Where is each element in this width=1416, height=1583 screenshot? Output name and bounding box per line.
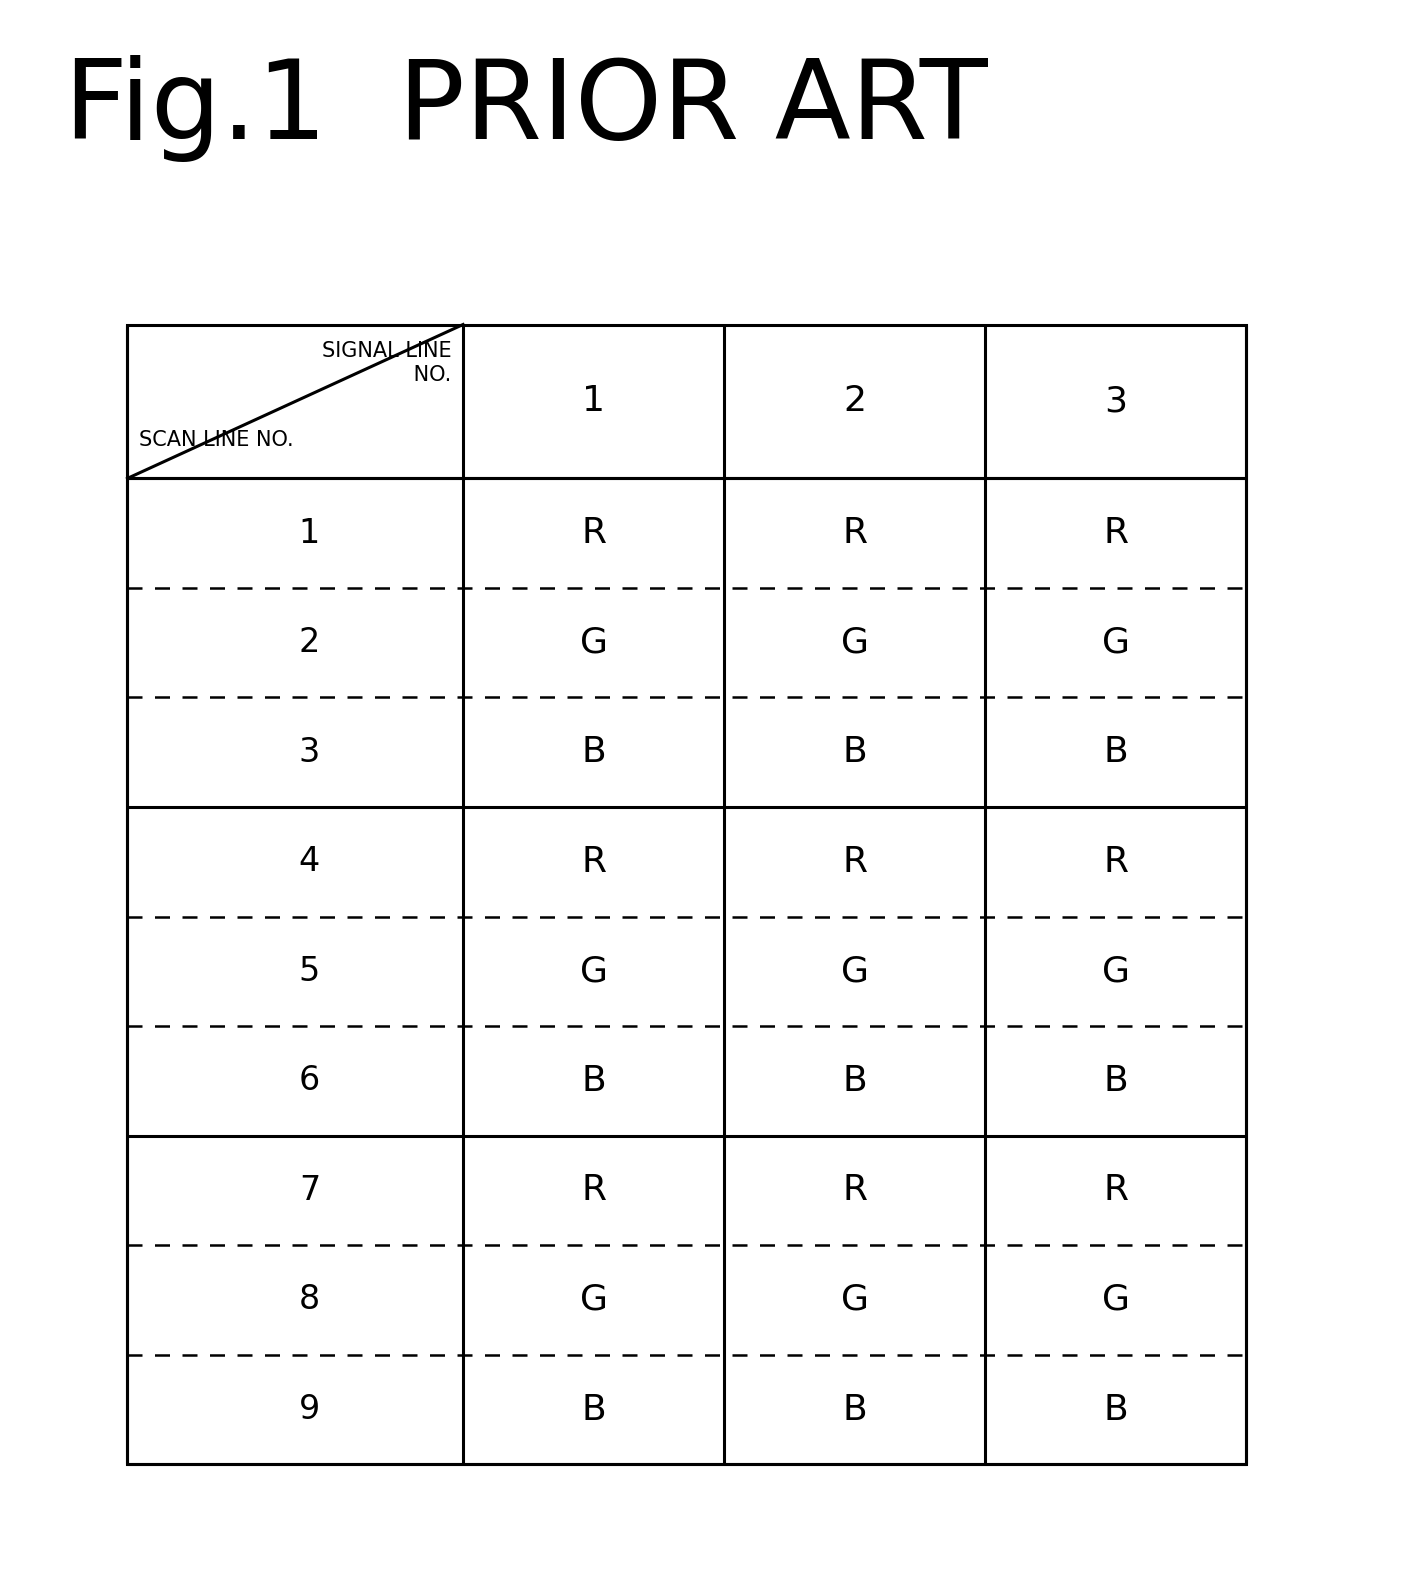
Text: R: R: [843, 1173, 867, 1208]
Text: B: B: [1103, 1393, 1129, 1426]
Text: B: B: [581, 1393, 606, 1426]
Text: G: G: [1102, 1282, 1130, 1317]
Text: B: B: [581, 735, 606, 769]
Text: B: B: [843, 735, 867, 769]
Text: B: B: [1103, 735, 1129, 769]
Text: R: R: [843, 845, 867, 879]
Text: R: R: [581, 845, 606, 879]
Text: R: R: [1103, 516, 1129, 551]
Text: B: B: [843, 1393, 867, 1426]
Text: R: R: [1103, 1173, 1129, 1208]
Text: R: R: [581, 516, 606, 551]
Text: G: G: [841, 625, 868, 660]
Text: G: G: [841, 955, 868, 988]
Text: G: G: [579, 1282, 607, 1317]
Text: 9: 9: [299, 1393, 320, 1426]
Text: Fig.1  PRIOR ART: Fig.1 PRIOR ART: [64, 55, 987, 163]
Text: B: B: [843, 1064, 867, 1099]
Text: B: B: [1103, 1064, 1129, 1099]
Text: 6: 6: [299, 1064, 320, 1097]
Text: B: B: [581, 1064, 606, 1099]
Text: 4: 4: [299, 845, 320, 879]
Text: G: G: [579, 955, 607, 988]
Text: G: G: [1102, 625, 1130, 660]
Text: 7: 7: [299, 1175, 320, 1206]
Text: G: G: [841, 1282, 868, 1317]
Text: 8: 8: [299, 1284, 320, 1317]
Text: R: R: [581, 1173, 606, 1208]
Bar: [127, 325, 1246, 1464]
Text: 2: 2: [299, 627, 320, 659]
Text: G: G: [1102, 955, 1130, 988]
Text: 3: 3: [1104, 385, 1127, 418]
Text: R: R: [843, 516, 867, 551]
Text: 2: 2: [843, 385, 867, 418]
Text: SCAN LINE NO.: SCAN LINE NO.: [139, 431, 293, 450]
Text: 1: 1: [299, 516, 320, 549]
Text: 1: 1: [582, 385, 605, 418]
Text: R: R: [1103, 845, 1129, 879]
Text: 5: 5: [299, 955, 320, 988]
Text: 3: 3: [299, 736, 320, 769]
Text: G: G: [579, 625, 607, 660]
Text: SIGNAL LINE
         NO.: SIGNAL LINE NO.: [321, 340, 452, 385]
